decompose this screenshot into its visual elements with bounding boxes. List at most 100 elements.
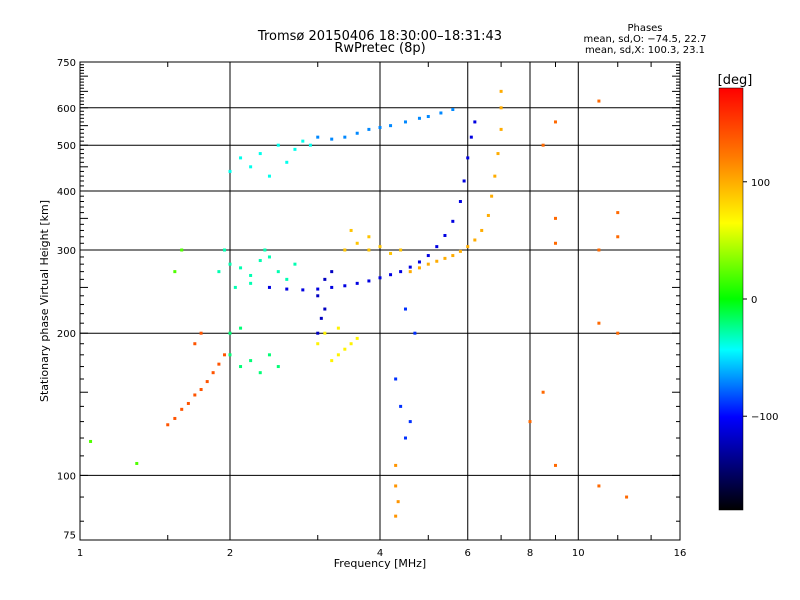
y-tick-labels: 75 100 200 300 400 500 600 750 <box>57 58 76 541</box>
data-point <box>435 245 439 249</box>
colorbar-tick-label: 0 <box>751 295 757 306</box>
data-point <box>267 285 271 289</box>
data-point <box>394 377 398 381</box>
data-point <box>473 120 477 124</box>
data-point <box>330 285 334 289</box>
data-point <box>355 281 359 285</box>
y-tick-label: 75 <box>63 530 76 541</box>
legend-title: Phases <box>627 23 662 34</box>
data-point <box>553 120 557 124</box>
data-point <box>426 254 430 258</box>
data-point <box>378 276 382 280</box>
data-point <box>301 139 305 143</box>
data-point <box>490 194 494 198</box>
data-point <box>239 156 243 160</box>
data-point <box>394 463 398 467</box>
data-point <box>343 135 347 139</box>
data-point <box>319 316 323 320</box>
x-tick-label: 8 <box>527 548 533 559</box>
x-tick-label: 2 <box>227 548 233 559</box>
data-point <box>239 365 243 369</box>
data-point <box>276 365 280 369</box>
data-point <box>186 401 190 405</box>
data-point <box>301 288 305 292</box>
data-point <box>316 331 320 335</box>
plot-frame <box>79 61 681 541</box>
x-tick-label: 10 <box>572 548 585 559</box>
data-point <box>308 143 312 147</box>
x-tick-label: 16 <box>674 548 687 559</box>
colorbar-label: [deg] <box>718 73 753 88</box>
data-point <box>316 135 320 139</box>
data-point <box>367 248 371 252</box>
data-point <box>451 254 455 258</box>
data-point <box>293 262 297 266</box>
data-point <box>217 270 221 274</box>
data-point <box>89 439 93 443</box>
y-tick-label: 200 <box>57 329 76 340</box>
data-point <box>228 262 232 266</box>
data-point <box>276 270 280 274</box>
data-point <box>553 216 557 220</box>
data-point <box>199 388 203 392</box>
data-point <box>166 423 170 427</box>
data-point <box>180 248 184 252</box>
data-point <box>499 106 503 110</box>
x-axis-label: Frequency [MHz] <box>334 557 426 570</box>
data-point <box>267 353 271 357</box>
data-point <box>443 233 447 237</box>
data-point <box>349 342 353 346</box>
data-point <box>408 420 412 424</box>
data-point <box>217 362 221 366</box>
data-point <box>541 143 545 147</box>
data-point <box>249 359 253 363</box>
data-point <box>239 266 243 270</box>
data-point <box>403 120 407 124</box>
x-tick-label: 6 <box>465 548 471 559</box>
data-point <box>597 99 601 103</box>
data-point <box>480 228 484 232</box>
data-point <box>399 404 403 408</box>
data-point <box>258 152 262 156</box>
data-point <box>330 270 334 274</box>
data-point <box>499 89 503 93</box>
data-point <box>263 248 267 252</box>
colorbar-tick-label: 100 <box>751 178 770 189</box>
data-point <box>355 241 359 245</box>
data-point <box>316 287 320 291</box>
data-point <box>597 484 601 488</box>
x-tick-label: 1 <box>77 548 83 559</box>
data-point <box>389 273 393 277</box>
legend-o-stats: mean, sd,O: −74.5, 22.7 <box>584 34 707 45</box>
data-point <box>426 115 430 119</box>
data-point <box>499 127 503 131</box>
data-point <box>466 245 470 249</box>
data-point <box>367 235 371 239</box>
data-point <box>355 131 359 135</box>
data-point <box>367 127 371 131</box>
y-tick-label: 300 <box>57 246 76 257</box>
data-point <box>249 273 253 277</box>
data-point <box>451 219 455 223</box>
data-point <box>616 235 620 239</box>
data-point <box>486 213 490 217</box>
y-tick-label: 100 <box>57 471 76 482</box>
data-point <box>343 347 347 351</box>
data-point <box>285 287 289 291</box>
data-point <box>276 143 280 147</box>
data-point <box>616 331 620 335</box>
y-tick-label: 400 <box>57 187 76 198</box>
chart-title: Tromsø 20150406 18:30:00–18:31:43 <box>257 29 502 44</box>
data-point <box>469 135 473 139</box>
colorbar-tick-label: −100 <box>751 412 778 423</box>
data-point <box>389 251 393 255</box>
data-point <box>408 270 412 274</box>
y-tick-label: 500 <box>57 141 76 152</box>
y-axis-label: Stationary phase Virtual Height [km] <box>38 200 51 402</box>
data-point <box>553 241 557 245</box>
data-point <box>173 416 177 420</box>
data-point <box>343 284 347 288</box>
data-point <box>285 277 289 281</box>
data-point <box>233 285 237 289</box>
